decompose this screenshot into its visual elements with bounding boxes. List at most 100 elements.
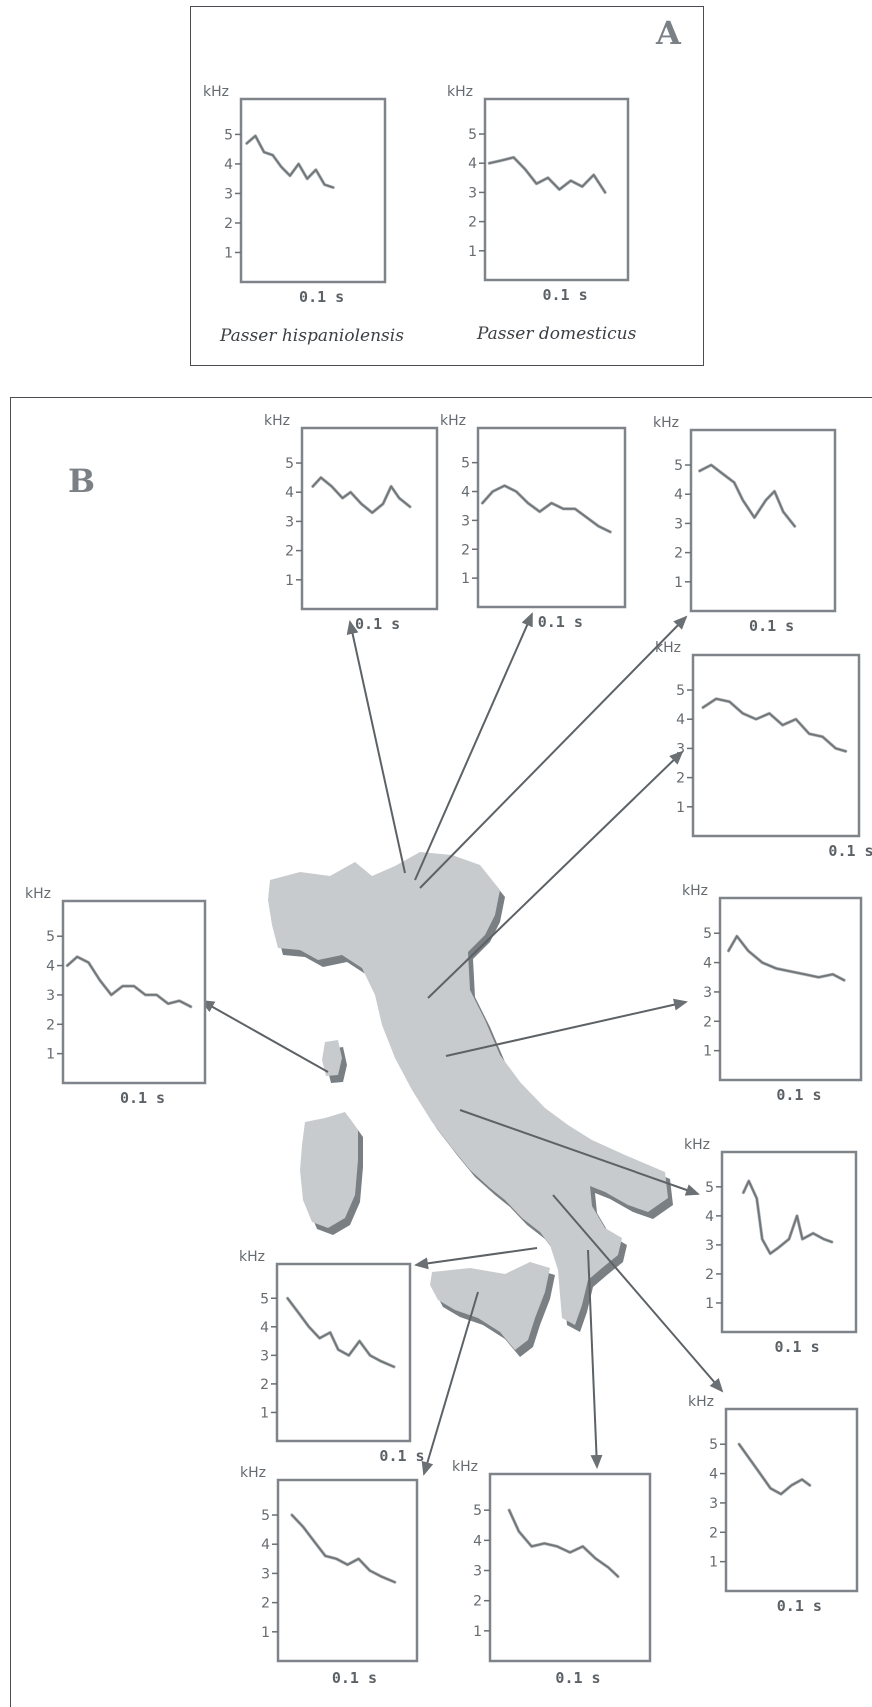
arrow-to-b-top-2 [414,612,533,881]
arrow-to-b-bottom-left [421,1291,479,1476]
time-scale-label: 0.1 s [774,1338,819,1356]
arrow-to-b-top-1 [346,620,406,874]
arrow-to-b-left [200,1000,329,1073]
y-tick-label: 5 [261,1508,270,1524]
y-tick-label: 5 [705,1180,714,1196]
sonagram-frame [488,1472,652,1663]
unit-label: kHz [25,886,51,902]
y-tick-label: 4 [674,487,683,503]
y-tick-label: 5 [285,456,294,472]
arrow-to-b-bottom-left-upper [414,1247,538,1270]
sonagram-frame [689,428,837,613]
y-tick-label: 3 [676,741,685,757]
y-tick-label: 5 [260,1291,269,1307]
y-tick-label: 3 [260,1348,269,1364]
frequency-trace [311,476,411,514]
unit-label: kHz [682,883,708,899]
sonagram-domesticus: kHz 1 2 3 4 5 0.1 s [447,84,630,304]
italy-map [268,852,673,1357]
y-tick-label: 4 [46,959,55,975]
y-tick-label: 1 [705,1296,714,1312]
time-scale-label: 0.1 s [776,1086,821,1104]
sonagram-b-right-1: kHz 1 2 3 4 5 0.1 s [655,640,872,860]
species-name-domesticus: Passer domesticus [477,324,637,344]
y-tick-label: 1 [709,1555,718,1571]
sonagram-frame [720,1150,858,1334]
y-tick-label: 5 [674,458,683,474]
y-tick-label: 3 [473,1564,482,1580]
panel-b-label: B [68,462,96,500]
panel-a-frame [190,6,704,366]
arrows [200,612,724,1476]
y-tick-label: 2 [461,542,470,558]
y-tick-label: 2 [224,216,233,232]
frequency-trace [508,1509,619,1578]
y-tick-label: 1 [703,1044,712,1060]
y-tick-label: 4 [461,485,470,501]
sonagram-frame [483,97,630,282]
time-scale-label: 0.1 s [355,615,400,633]
y-tick-label: 4 [705,1209,714,1225]
frequency-trace [698,464,796,528]
y-tick-label: 1 [473,1624,482,1640]
time-scale-label: 0.1 s [777,1597,822,1615]
y-tick-label: 3 [468,185,477,201]
y-tick-label: 1 [261,1625,270,1641]
unit-label: kHz [452,1459,478,1475]
time-scale-label: 0.1 s [828,842,872,860]
sonagram-b-bottom-2: kHz 1 2 3 4 5 0.1 s [452,1459,652,1687]
species-name-hispaniolensis: Passer hispaniolensis [220,326,404,346]
y-tick-label: 2 [705,1267,714,1283]
time-scale-label: 0.1 s [379,1447,424,1465]
sonagram-frame [300,426,439,611]
unit-label: kHz [203,84,229,100]
y-tick-label: 4 [473,1533,482,1549]
frequency-trace [286,1297,395,1368]
y-tick-label: 5 [473,1503,482,1519]
arrow-to-b-right-1 [427,750,684,999]
unit-label: kHz [447,84,473,100]
time-scale-label: 0.1 s [120,1089,165,1107]
y-tick-label: 2 [285,544,294,560]
y-tick-label: 2 [703,1014,712,1030]
frequency-trace [738,1443,811,1495]
y-tick-label: 3 [703,985,712,1001]
y-tick-label: 3 [285,514,294,530]
sonagram-b-top-3: kHz 1 2 3 4 5 0.1 s [653,415,837,635]
y-tick-label: 1 [676,800,685,816]
y-tick-label: 5 [676,683,685,699]
y-tick-label: 4 [260,1320,269,1336]
time-scale-label: 0.1 s [749,617,794,635]
sonagram-b-bottom-left: kHz 1 2 3 4 5 0.1 s [239,1249,425,1465]
y-tick-label: 4 [261,1537,270,1553]
y-tick-label: 2 [709,1525,718,1541]
unit-label: kHz [240,1465,266,1481]
sonagram-hispaniolensis: kHz 1 2 3 4 5 0.1 s [203,84,387,306]
frequency-trace [66,955,192,1008]
time-scale-label: 0.1 s [555,1669,600,1687]
y-tick-label: 4 [709,1467,718,1483]
frequency-trace [742,1180,833,1255]
sonagram-frame [718,896,863,1082]
y-tick-label: 1 [468,244,477,260]
frequency-trace [245,135,335,189]
arrow-to-b-right-2 [445,998,688,1057]
y-tick-label: 1 [285,573,294,589]
sonagram-b-left: kHz 1 2 3 4 5 0.1 s [25,886,207,1107]
unit-label: kHz [684,1137,710,1153]
sonagram-frame [724,1407,859,1593]
unit-label: kHz [655,640,681,656]
y-tick-label: 1 [461,571,470,587]
panel-b-frame [10,397,872,1707]
y-tick-label: 4 [703,956,712,972]
unit-label: kHz [688,1394,714,1410]
sonagram-b-top-2: kHz 1 2 3 4 5 0.1 s [440,413,627,631]
unit-label: kHz [239,1249,265,1265]
y-tick-label: 3 [709,1496,718,1512]
y-tick-label: 1 [674,575,683,591]
frequency-trace [291,1514,396,1584]
time-scale-label: 0.1 s [299,288,344,306]
sonagram-frame [476,426,627,609]
y-tick-label: 3 [261,1566,270,1582]
arrow-to-b-bottom-2 [587,1249,603,1469]
